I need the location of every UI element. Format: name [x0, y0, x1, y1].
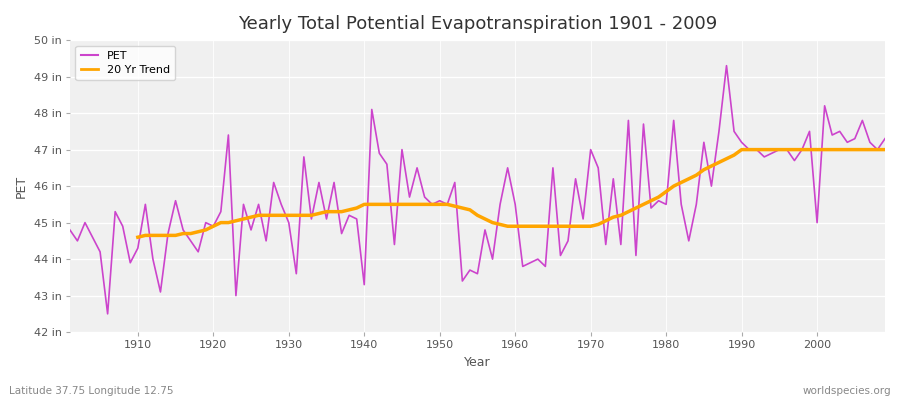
Text: Latitude 37.75 Longitude 12.75: Latitude 37.75 Longitude 12.75 [9, 386, 174, 396]
20 Yr Trend [850, 147, 860, 152]
20 Yr Trend [736, 147, 747, 152]
PET [879, 136, 890, 141]
PET [132, 246, 143, 250]
PET [344, 213, 355, 218]
20 Yr Trend [132, 235, 143, 240]
20 Yr Trend [879, 147, 890, 152]
Legend: PET, 20 Yr Trend: PET, 20 Yr Trend [76, 46, 176, 80]
Title: Yearly Total Potential Evapotranspiration 1901 - 2009: Yearly Total Potential Evapotranspiratio… [238, 15, 717, 33]
X-axis label: Year: Year [464, 356, 491, 369]
20 Yr Trend [518, 224, 528, 229]
PET [608, 176, 618, 181]
Line: 20 Yr Trend: 20 Yr Trend [138, 150, 885, 237]
PET [299, 154, 310, 159]
PET [518, 264, 528, 269]
20 Yr Trend [275, 213, 286, 218]
PET [509, 202, 520, 207]
PET [65, 228, 76, 232]
Text: worldspecies.org: worldspecies.org [803, 386, 891, 396]
20 Yr Trend [827, 147, 838, 152]
PET [103, 312, 113, 316]
Y-axis label: PET: PET [15, 174, 28, 198]
20 Yr Trend [578, 224, 589, 229]
20 Yr Trend [306, 213, 317, 218]
PET [721, 63, 732, 68]
Line: PET: PET [70, 66, 885, 314]
